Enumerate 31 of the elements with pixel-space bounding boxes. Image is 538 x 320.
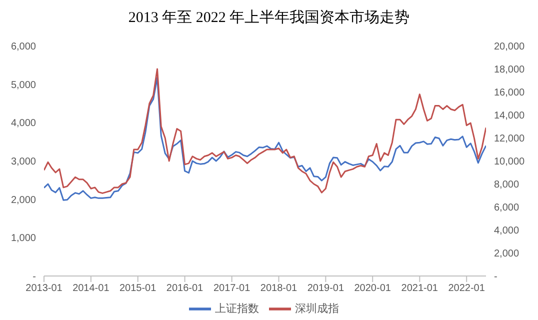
legend-label: 深圳成指 — [295, 302, 339, 316]
y2-tick-label: 20,000 — [494, 42, 526, 53]
x-tick-label: 2017-01 — [213, 283, 251, 294]
y-tick-label: 4,000 — [10, 118, 36, 130]
x-tick-label: 2020-01 — [354, 283, 392, 294]
x-tick-label: 2016-01 — [166, 283, 204, 294]
y-tick-label: 6,000 — [10, 42, 36, 53]
chart-title: 2013 年至 2022 年上半年我国资本市场走势 — [127, 8, 411, 28]
y-tick-label: 1,000 — [10, 233, 36, 244]
x-tick-label: 2019-01 — [307, 283, 344, 294]
y2-tick-label: 8,000 — [494, 180, 520, 191]
y2-tick-label: - — [494, 272, 498, 283]
x-tick-label: 2021-01 — [401, 283, 438, 294]
y2-tick-label: 12,000 — [494, 134, 526, 145]
y2-tick-label: 4,000 — [494, 226, 520, 237]
y2-tick-label: 10,000 — [494, 156, 526, 168]
x-tick-label: 2018-01 — [260, 283, 298, 294]
x-tick-label: 2015-01 — [120, 283, 157, 294]
y2-tick-label: 6,000 — [494, 202, 520, 214]
x-tick-label: 2013-01 — [26, 283, 63, 294]
y-tick-label: - — [32, 272, 36, 283]
y-tick-label: 3,000 — [10, 156, 36, 168]
y2-tick-label: 2,000 — [494, 248, 520, 260]
x-tick-label: 2022-01 — [448, 283, 486, 294]
y2-tick-label: 18,000 — [494, 64, 526, 76]
x-tick-label: 2014-01 — [72, 283, 110, 294]
y-tick-label: 2,000 — [10, 194, 36, 206]
y-tick-label: 5,000 — [10, 80, 36, 91]
y2-tick-label: 14,000 — [494, 110, 526, 122]
legend-label: 上证指数 — [215, 302, 259, 316]
y2-tick-label: 16,000 — [494, 88, 526, 99]
